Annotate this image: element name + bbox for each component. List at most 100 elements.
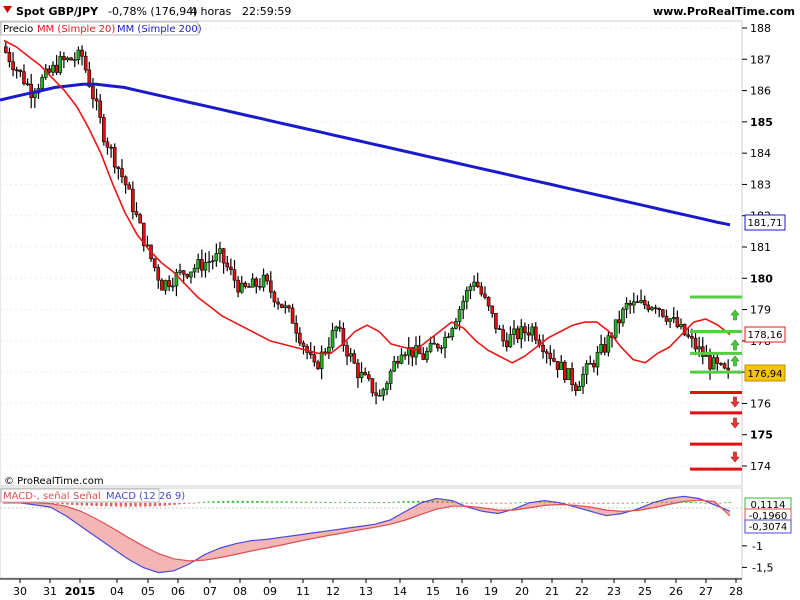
candle [138,212,142,224]
macd-hist-bar [304,501,308,503]
macd-panel [0,487,743,579]
candle [465,286,469,310]
candle [156,264,161,289]
down-arrow-icon [730,451,740,463]
candle [479,282,484,297]
candle [657,307,662,318]
candle [385,380,389,396]
macd-hist-bar [309,501,313,503]
candle [446,332,451,339]
candle [425,347,429,363]
macd-hist-bar [485,502,488,504]
macd-line [4,495,731,574]
candle [123,175,128,194]
candle [715,354,720,371]
macd-hist-bar [105,502,108,507]
candle [72,52,77,68]
sma20-line [3,39,731,364]
macd-hist-bar [660,501,663,503]
macd-hist-bar [504,502,508,504]
macd-hist-bar [689,502,693,503]
candle [4,40,8,54]
candle [519,319,524,349]
macd-hist-bar [719,502,722,504]
candle [269,271,273,299]
x-tick-label: 27 [699,585,713,598]
candle [312,345,317,367]
legend-sma200: MM (Simple 200) [117,24,202,35]
macd-hist-bar [290,501,293,503]
candle [359,362,364,383]
tag-last-text: 176,94 [748,369,783,380]
macd-hist-bar [568,502,571,504]
candle [679,318,683,330]
macd-hist-bar [270,501,274,503]
up-arrow-icon [730,355,740,367]
signal-arrows [730,309,740,463]
macd-hist-bar [514,502,517,504]
macd-hist-bar [587,502,590,504]
macd-hist-bar [202,501,205,503]
macd-hist-bar [66,502,69,505]
tag-hist-text: 0,1114 [751,500,786,511]
macd-hist-bar [412,500,415,503]
candle [29,73,34,109]
macd-hist-bar [226,500,230,503]
candle [174,268,179,297]
macd-hist-bar [382,502,386,503]
candle [410,347,415,367]
macd-hist-bar [572,502,576,504]
tag-last-price: 176,94 [744,364,786,382]
candle [265,273,269,285]
macd-hist-bar [197,502,201,504]
candle [160,278,164,291]
candle [83,51,88,73]
macd-hist-bar [256,501,259,503]
candle [671,307,676,324]
candle [374,382,378,405]
candle [494,313,498,334]
macd-hist-bar [694,502,698,504]
candle [621,306,625,327]
macd-hist-bar [475,502,478,504]
macd-hist-bar [251,500,254,503]
candle [356,358,360,388]
legend-precio: Precio [3,24,33,35]
candle [261,268,266,292]
x-tick-label: 16 [455,585,469,598]
macd-hist-bar [407,501,410,503]
candle [650,305,654,312]
candle [367,371,371,382]
candle [577,380,582,391]
price-tick-label: 175 [750,429,773,442]
macd-axis: -1 -1,5 [742,540,773,574]
x-tick-label: 30 [13,585,27,598]
candle [272,290,277,308]
price-tick-label: 187 [750,53,771,66]
candle [624,297,629,319]
candle [406,337,411,365]
macd-hist-bar [606,502,610,504]
candle [65,56,70,63]
macd-hist-bar [684,501,688,503]
macd-hist-bar [538,501,542,503]
candle [635,295,640,304]
macd-hist-bar [231,500,235,503]
macd-hist-bar [714,502,717,504]
candle [370,378,375,397]
macd-hist-bar [217,501,220,503]
x-tick-label: 04 [110,585,124,598]
copyright-text: © ProRealTime.com [4,476,104,487]
macd-hist-bar [426,500,430,503]
x-tick-label: 11 [296,585,310,598]
macd-hist-bar [124,502,128,507]
candle [232,260,237,289]
macd-hist-bar [144,502,147,507]
candle [250,273,255,288]
candle [316,359,320,371]
candle [301,340,306,355]
candle [628,300,632,314]
macd-hist-bar [368,502,371,503]
x-tick-label: 06 [171,585,185,598]
macd-hist-bar [358,502,361,503]
